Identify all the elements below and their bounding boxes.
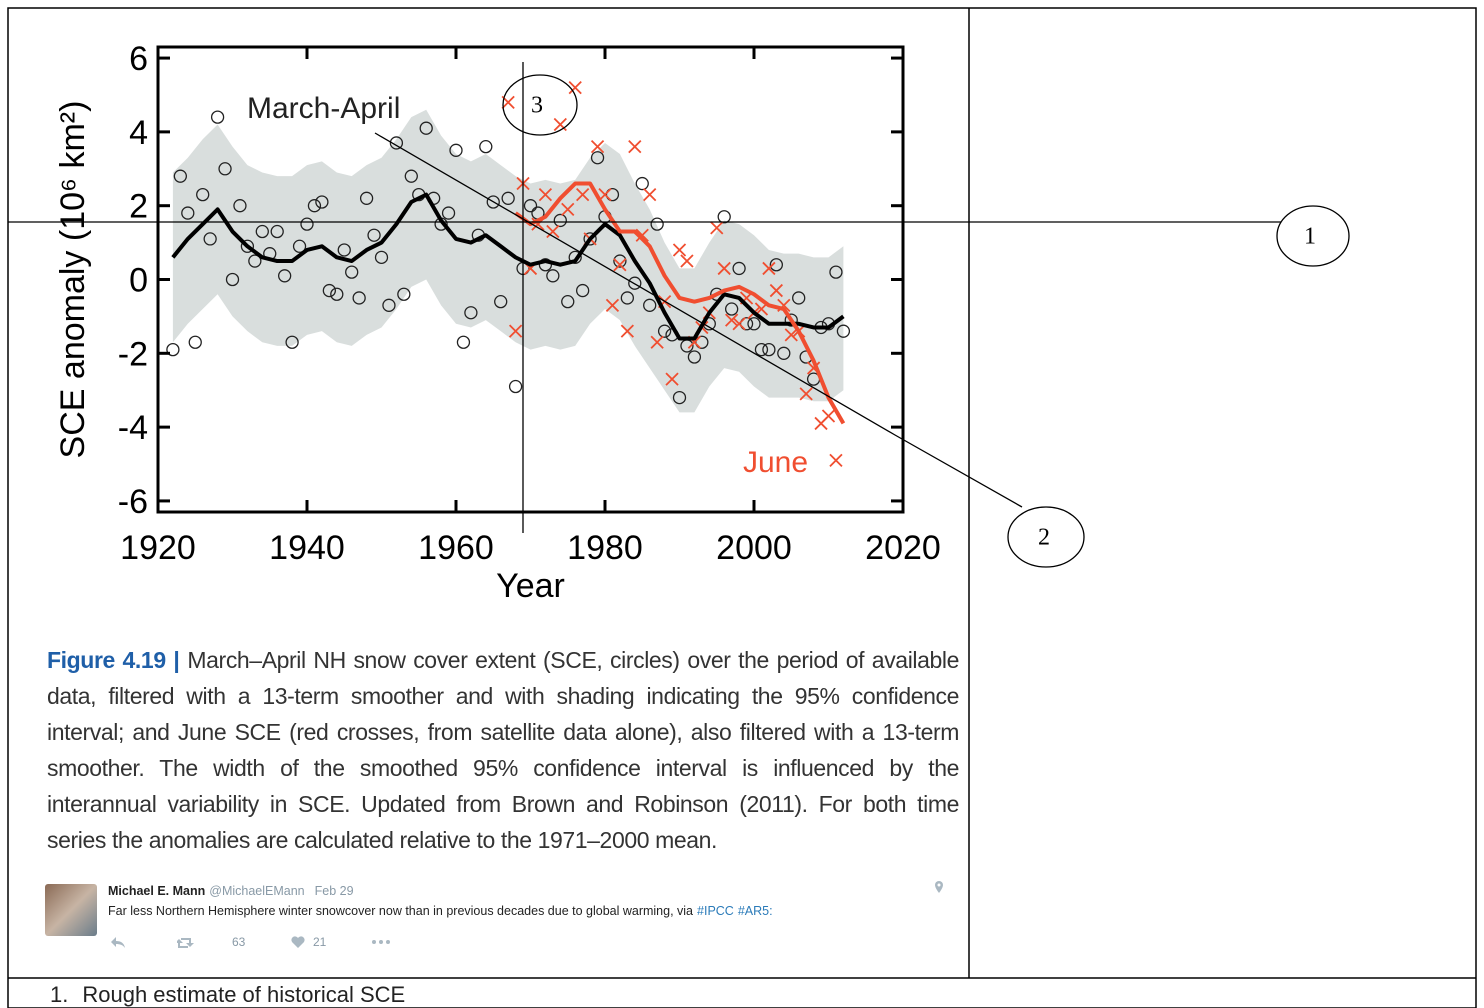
series-label: March-April bbox=[247, 92, 400, 125]
x-tick-label: 1980 bbox=[567, 529, 643, 567]
avatar[interactable] bbox=[45, 884, 97, 936]
data-point bbox=[510, 381, 522, 393]
like-count: 21 bbox=[313, 935, 326, 949]
y-tick-label: -2 bbox=[118, 335, 148, 373]
y-tick-label: -6 bbox=[118, 483, 148, 521]
author-handle[interactable]: @MichaelEMann bbox=[209, 884, 304, 898]
plot: March-April June -6 -4 -2 0 2 4 6 1920 1940 1960 198… bbox=[54, 40, 941, 605]
series-label: June bbox=[743, 446, 808, 479]
x-tick-label: 1920 bbox=[120, 529, 196, 567]
data-point bbox=[189, 336, 201, 348]
reply-button[interactable] bbox=[109, 935, 127, 949]
y-tick-label: -4 bbox=[118, 409, 148, 447]
x-tick-label: 2000 bbox=[716, 529, 792, 567]
figure-caption: Figure 4.19 |March–April NH snow cover e… bbox=[47, 642, 959, 858]
y-tick-label: 2 bbox=[129, 188, 148, 226]
y-tick-label: 4 bbox=[129, 114, 148, 152]
x-tick-label: 2020 bbox=[865, 529, 941, 567]
retweet-button[interactable] bbox=[177, 935, 199, 949]
callout-label: 1 bbox=[1304, 224, 1316, 250]
data-point bbox=[636, 178, 648, 190]
author-name[interactable]: Michael E. Mann bbox=[108, 884, 205, 898]
y-tick-label: 0 bbox=[129, 262, 148, 300]
data-point bbox=[212, 111, 224, 123]
caption-label: Figure 4.19 | bbox=[47, 647, 179, 673]
note: 1. Rough estimate of historical SCE bbox=[50, 982, 405, 1008]
hashtag[interactable]: #IPCC bbox=[697, 904, 734, 918]
data-point bbox=[480, 141, 492, 153]
note-text: Rough estimate of historical SCE bbox=[82, 982, 405, 1007]
page: March-April June -6 -4 -2 0 2 4 6 1920 1940 1960 198… bbox=[0, 0, 1484, 1008]
tweet-text: Far less Northern Hemisphere winter snow… bbox=[108, 904, 693, 918]
data-point bbox=[554, 119, 566, 131]
caption-text: March–April NH snow cover extent (SCE, c… bbox=[47, 647, 959, 853]
more-button[interactable] bbox=[370, 935, 392, 949]
x-tick-label: 1940 bbox=[269, 529, 345, 567]
data-point bbox=[457, 336, 469, 348]
data-point bbox=[674, 244, 686, 256]
data-point bbox=[629, 141, 641, 153]
like-button[interactable] bbox=[290, 935, 306, 949]
y-axis-label: SCE anomaly (10⁶ km²) bbox=[54, 101, 92, 459]
y-tick-label: 6 bbox=[129, 40, 148, 78]
data-point bbox=[830, 454, 842, 466]
x-axis-label: Year bbox=[496, 567, 565, 605]
retweet-count: 63 bbox=[232, 935, 245, 949]
hashtag[interactable]: #AR5: bbox=[738, 904, 773, 918]
location-icon[interactable] bbox=[933, 880, 945, 894]
tweet-date[interactable]: Feb 29 bbox=[315, 884, 354, 898]
data-point bbox=[823, 410, 835, 422]
data-point bbox=[644, 189, 656, 201]
callout-label: 2 bbox=[1038, 525, 1050, 551]
callout-label: 3 bbox=[531, 93, 543, 119]
note-number: 1. bbox=[50, 982, 68, 1007]
data-point bbox=[681, 255, 693, 267]
x-tick-label: 1960 bbox=[418, 529, 494, 567]
